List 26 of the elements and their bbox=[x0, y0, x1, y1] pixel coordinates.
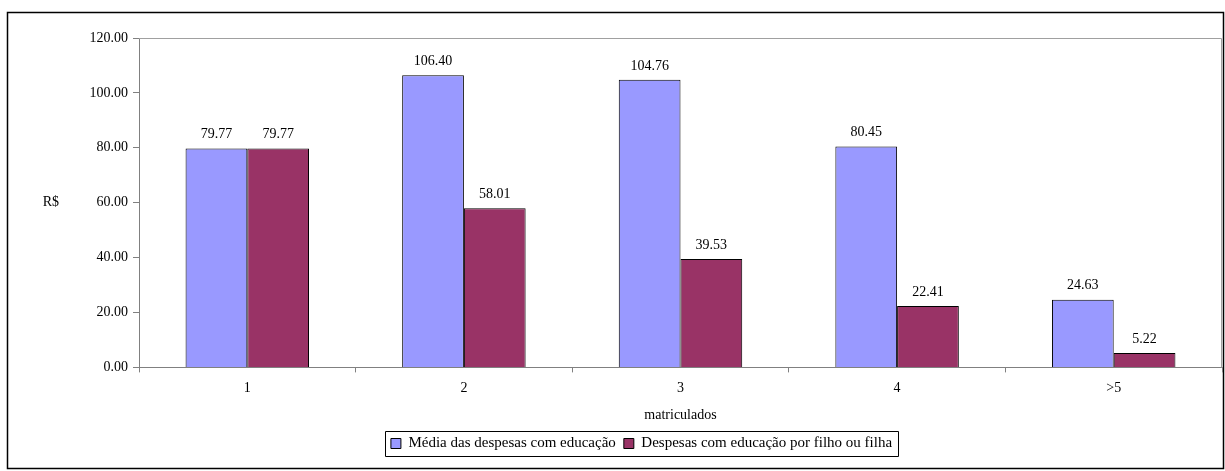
data-label: 80.45 bbox=[850, 124, 882, 140]
x-tick-label: 4 bbox=[893, 380, 901, 396]
y-tick-label: 40.00 bbox=[96, 249, 128, 265]
data-label: 58.01 bbox=[479, 185, 511, 201]
data-label: 24.63 bbox=[1067, 277, 1099, 293]
y-tick-label: 0.00 bbox=[103, 359, 128, 375]
y-tick-label: 80.00 bbox=[96, 139, 128, 155]
data-label: 79.77 bbox=[262, 126, 294, 142]
y-axis-title: R$ bbox=[42, 194, 59, 210]
legend-label: Despesas com educação por filho ou filha bbox=[641, 434, 893, 451]
x-tick-label: 1 bbox=[243, 380, 251, 396]
x-tick-label: >5 bbox=[1106, 380, 1122, 396]
legend-label: Média das despesas com educação bbox=[408, 434, 616, 451]
x-axis-title: matriculados bbox=[644, 407, 717, 423]
data-label: 104.76 bbox=[630, 57, 669, 73]
data-label: 22.41 bbox=[912, 283, 944, 299]
x-tick-label: 2 bbox=[460, 380, 468, 396]
data-label: 5.22 bbox=[1132, 330, 1157, 346]
data-label: 106.40 bbox=[413, 53, 453, 68]
data-label: 39.53 bbox=[695, 236, 728, 252]
y-tick-label: 20.00 bbox=[96, 304, 128, 320]
y-tick-label: 100.00 bbox=[89, 84, 128, 100]
y-tick-label: 60.00 bbox=[96, 194, 128, 210]
y-tick-label: 120.00 bbox=[89, 29, 128, 45]
data-label: 79.77 bbox=[200, 126, 233, 142]
x-tick-label: 3 bbox=[677, 380, 684, 396]
